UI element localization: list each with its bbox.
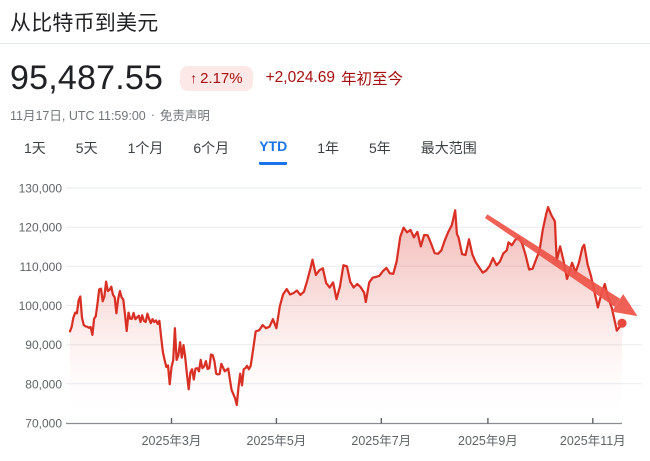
price-chart[interactable]: 70,000 80,000 90,000 100,000 110,000 120,000 1… bbox=[0, 175, 650, 456]
range-tab-1day[interactable]: 1天 bbox=[24, 134, 46, 169]
range-tab-ytd[interactable]: YTD bbox=[259, 134, 288, 165]
quote-meta: 11月17日, UTC 11:59:00 · 免责声明 bbox=[10, 105, 210, 124]
price-line bbox=[68, 206, 624, 407]
quote-row: 95,487.55 ↑ 2.17% +2,024.69 年初至今 bbox=[10, 58, 403, 98]
x-axis-tick-label: 2025年9月 bbox=[458, 434, 518, 448]
y-axis-tick-label: 100,000 bbox=[19, 299, 63, 313]
change-percent: 2.17% bbox=[200, 69, 243, 87]
x-axis-tick-label: 2025年11月 bbox=[560, 434, 626, 448]
trend-arrow-body bbox=[484, 214, 621, 307]
current-price: 95,487.55 bbox=[10, 58, 164, 97]
range-tab-1year[interactable]: 1年 bbox=[317, 134, 339, 169]
range-tab-max[interactable]: 最大范围 bbox=[421, 134, 477, 169]
y-axis-tick-label: 110,000 bbox=[20, 260, 63, 274]
page-title: 从比特币到美元 bbox=[10, 12, 159, 35]
y-axis-tick-label: 130,000 bbox=[19, 182, 63, 196]
y-axis-tick-label: 80,000 bbox=[25, 377, 62, 391]
x-axis-tick-label: 2025年3月 bbox=[142, 434, 202, 448]
last-point-dot bbox=[617, 318, 627, 328]
up-arrow-icon: ↑ bbox=[190, 70, 198, 86]
x-axis-tick-label: 2025年7月 bbox=[351, 434, 411, 448]
range-tab-6month[interactable]: 6个月 bbox=[193, 134, 229, 169]
timestamp: 11月17日, UTC 11:59:00 bbox=[10, 109, 146, 123]
separator-dot: · bbox=[150, 107, 155, 122]
price-area-fill bbox=[70, 207, 622, 423]
disclaimer-link[interactable]: 免责声明 bbox=[159, 109, 210, 123]
y-axis-tick-label: 70,000 bbox=[25, 417, 62, 431]
range-tab-5day[interactable]: 5天 bbox=[76, 134, 98, 169]
chart-area: 70,000 80,000 90,000 100,000 110,000 120,000 1… bbox=[0, 175, 650, 456]
change-absolute: +2,024.69 bbox=[265, 69, 335, 86]
x-axis-tick-label: 2025年5月 bbox=[247, 434, 307, 448]
range-tabs: 1天 5天 1个月 6个月 YTD 1年 5年 最大范围 bbox=[24, 134, 507, 169]
change-period-label: 年初至今 bbox=[341, 71, 404, 88]
y-axis-tick-label: 120,000 bbox=[19, 221, 63, 235]
range-tab-1month[interactable]: 1个月 bbox=[128, 134, 164, 169]
range-tab-5year[interactable]: 5年 bbox=[369, 134, 391, 169]
header-divider bbox=[0, 43, 650, 44]
trend-arrow-head bbox=[611, 294, 638, 317]
change-percent-badge: ↑ 2.17% bbox=[180, 65, 253, 91]
y-axis-tick-label: 90,000 bbox=[25, 338, 62, 352]
